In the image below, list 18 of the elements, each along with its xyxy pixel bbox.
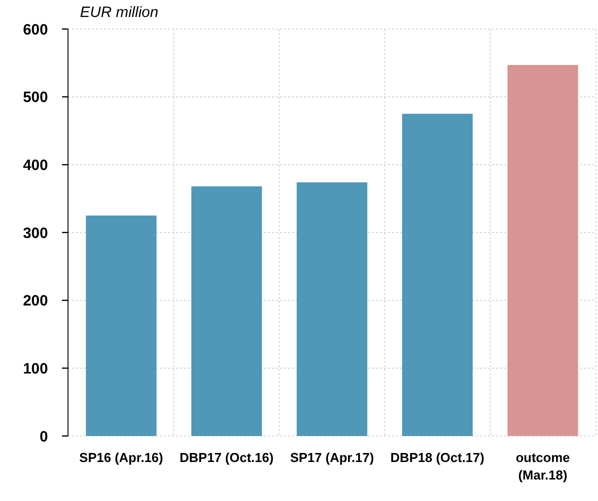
x-tick-label: outcome (Mar.18) <box>516 450 570 483</box>
bar <box>507 64 578 436</box>
bar <box>86 216 157 436</box>
y-tick-label: 300 <box>22 224 48 242</box>
bar <box>402 114 473 436</box>
x-tick-label: DBP17 (Oct.16) <box>180 450 274 465</box>
bar <box>191 186 262 436</box>
bar <box>296 182 368 436</box>
y-tick-label: 0 <box>40 428 48 446</box>
y-tick-label: 400 <box>22 156 48 174</box>
y-axis-title: EUR million <box>80 4 158 21</box>
y-tick-label: 100 <box>22 360 48 378</box>
x-tick-label: SP16 (Apr.16) <box>79 450 164 465</box>
x-tick-label: SP17 (Apr.17) <box>290 450 374 465</box>
x-tick-label: DBP18 (Oct.17) <box>390 450 484 465</box>
y-tick-label: 200 <box>22 292 48 310</box>
y-tick-label: 500 <box>22 89 48 106</box>
y-tick-label: 600 <box>22 21 48 38</box>
